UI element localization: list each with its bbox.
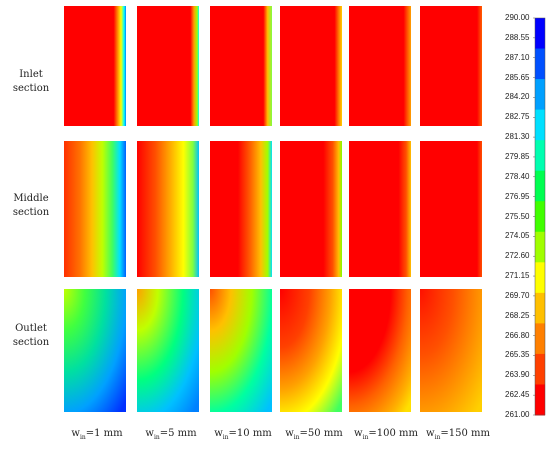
- colorbar-segment: [535, 109, 545, 141]
- colorbar-segment: [535, 48, 545, 80]
- colorbar-tick-label: 284.20: [505, 92, 530, 102]
- outlet-contour-panel-2: [137, 289, 199, 412]
- colorbar: [533, 17, 546, 416]
- colorbar-segment: [535, 140, 545, 172]
- outlet-contour-panel-3: [210, 289, 272, 412]
- colorbar-tick-label: 271.15: [505, 271, 530, 281]
- colorbar-tick-label: 279.85: [505, 151, 530, 161]
- row-label-outlet: Outlet section: [12, 323, 50, 348]
- colorbar-tick-label: 290.00: [505, 13, 530, 22]
- col-label-6: win=150 mm: [426, 428, 490, 441]
- colorbar-tick-label: 275.50: [505, 211, 530, 221]
- inlet-contour-panel-4: [280, 6, 342, 126]
- colorbar-segment: [535, 384, 545, 416]
- colorbar-tick-label: 265.35: [505, 350, 530, 360]
- colorbar-tick-label: 269.70: [505, 290, 530, 300]
- colorbar-tick-label: 288.55: [505, 32, 530, 42]
- middle-contour-panel-4: [280, 141, 342, 277]
- colorbar-tick-label: 287.10: [505, 52, 530, 62]
- colorbar-segment: [535, 262, 545, 294]
- colorbar-segment: [535, 231, 545, 263]
- middle-contour-panel-2: [137, 141, 199, 277]
- colorbar-tick-label: 266.80: [505, 330, 530, 340]
- row-label-middle: Middle section: [12, 193, 50, 218]
- col-label-2: win=5 mm: [145, 428, 197, 441]
- colorbar-tick-label: 261.00: [505, 410, 530, 419]
- colorbar-segment: [535, 292, 545, 324]
- outlet-contour-panel-4: [280, 289, 342, 412]
- colorbar-tick-label: 274.05: [505, 231, 530, 241]
- colorbar-tick-label: 276.95: [505, 191, 530, 201]
- colorbar-tick-label: 285.65: [505, 72, 530, 82]
- row-label-inlet: Inlet section: [12, 69, 50, 94]
- middle-contour-panel-6: [420, 141, 482, 277]
- inlet-contour-panel-3: [210, 6, 272, 126]
- inlet-contour-panel-1: [64, 6, 126, 126]
- outlet-contour-panel-5: [349, 289, 411, 412]
- inlet-contour-panel-6: [420, 6, 482, 126]
- col-label-5: win=100 mm: [354, 428, 418, 441]
- colorbar-tick-label: 268.25: [505, 310, 530, 320]
- colorbar-segment: [535, 79, 545, 111]
- colorbar-segment: [535, 201, 545, 233]
- middle-contour-panel-1: [64, 141, 126, 277]
- col-label-4: win=50 mm: [285, 428, 343, 441]
- contour-panels: [64, 6, 482, 412]
- colorbar-segment: [535, 170, 545, 202]
- inlet-contour-panel-5: [349, 6, 411, 126]
- inlet-contour-panel-2: [137, 6, 199, 126]
- col-label-1: win=1 mm: [71, 428, 123, 441]
- colorbar-tick-label: 282.75: [505, 112, 530, 122]
- outlet-contour-panel-1: [64, 289, 126, 412]
- colorbar-tick-label: 272.60: [505, 251, 530, 261]
- colorbar-tick-label: 281.30: [505, 132, 530, 142]
- colorbar-tick-label: 278.40: [505, 171, 530, 181]
- col-label-3: win=10 mm: [214, 428, 272, 441]
- outlet-contour-panel-6: [420, 289, 482, 412]
- middle-contour-panel-3: [210, 141, 272, 277]
- middle-contour-panel-5: [349, 141, 411, 277]
- colorbar-tick-label: 263.90: [505, 370, 530, 380]
- colorbar-segment: [535, 18, 545, 50]
- colorbar-segment: [535, 353, 545, 385]
- colorbar-tick-label: 262.45: [505, 390, 530, 400]
- colorbar-segment: [535, 323, 545, 355]
